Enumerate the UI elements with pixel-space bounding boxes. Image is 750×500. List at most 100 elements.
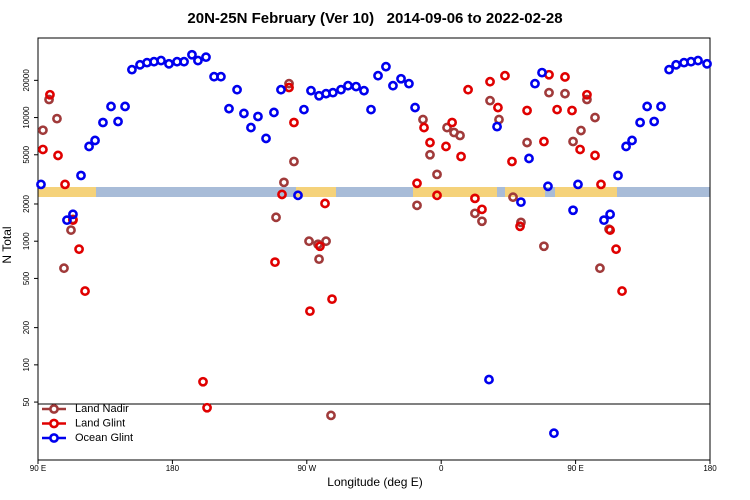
point bbox=[485, 95, 495, 106]
point bbox=[530, 78, 540, 89]
point bbox=[271, 212, 281, 223]
point bbox=[366, 104, 376, 115]
point bbox=[279, 177, 289, 188]
point bbox=[543, 181, 553, 192]
point bbox=[98, 117, 108, 128]
legend-entry: Land Nadir bbox=[42, 403, 129, 415]
point bbox=[582, 89, 592, 100]
point bbox=[515, 221, 525, 232]
y-tick-label: 50 bbox=[22, 397, 31, 406]
point bbox=[253, 111, 263, 122]
point bbox=[590, 150, 600, 161]
point bbox=[539, 241, 549, 252]
point bbox=[485, 76, 495, 87]
point bbox=[463, 84, 473, 95]
point bbox=[306, 85, 316, 96]
point bbox=[113, 116, 123, 127]
point bbox=[544, 87, 554, 98]
point bbox=[179, 56, 189, 67]
point bbox=[432, 190, 442, 201]
x-tick-label: 90 W bbox=[297, 464, 316, 473]
point bbox=[522, 105, 532, 116]
point bbox=[507, 156, 517, 167]
point bbox=[582, 94, 592, 105]
point bbox=[328, 87, 338, 98]
y-tick-label: 20000 bbox=[22, 69, 31, 92]
point bbox=[656, 101, 666, 112]
point bbox=[500, 70, 510, 81]
point bbox=[359, 85, 369, 96]
point bbox=[106, 101, 116, 112]
x-tick-label: 90 E bbox=[30, 464, 46, 473]
point bbox=[224, 103, 234, 114]
point bbox=[66, 225, 76, 235]
legend-label: Land Nadir bbox=[75, 403, 129, 415]
point bbox=[289, 156, 299, 167]
point bbox=[642, 101, 653, 112]
point bbox=[539, 136, 549, 147]
point bbox=[456, 151, 466, 162]
point bbox=[664, 64, 674, 75]
chart-title: 20N-25N February (Ver 10) 2014-09-06 to … bbox=[187, 10, 562, 27]
point bbox=[80, 286, 90, 296]
legend-marker bbox=[49, 418, 59, 429]
point bbox=[396, 73, 406, 84]
point bbox=[470, 193, 480, 204]
point bbox=[537, 67, 547, 78]
point bbox=[425, 149, 435, 160]
y-tick-label: 100 bbox=[22, 358, 31, 372]
point bbox=[455, 130, 465, 141]
point bbox=[52, 113, 62, 124]
point bbox=[388, 80, 398, 91]
point bbox=[84, 141, 94, 152]
point bbox=[635, 117, 646, 128]
point bbox=[560, 88, 570, 99]
y-tick-label: 5000 bbox=[22, 145, 31, 163]
point bbox=[343, 80, 353, 91]
point bbox=[336, 84, 346, 95]
point bbox=[599, 215, 609, 226]
point bbox=[305, 306, 315, 317]
point bbox=[74, 244, 84, 255]
point bbox=[44, 94, 54, 105]
point bbox=[418, 114, 428, 125]
point bbox=[38, 125, 48, 136]
point bbox=[315, 241, 325, 252]
plot-frame bbox=[37, 37, 711, 461]
point bbox=[60, 179, 70, 190]
point bbox=[568, 136, 578, 147]
point bbox=[351, 81, 361, 92]
y-tick-label: 200 bbox=[22, 320, 31, 334]
point bbox=[702, 58, 712, 69]
point bbox=[419, 122, 429, 133]
point bbox=[447, 117, 458, 128]
point bbox=[508, 192, 518, 203]
point bbox=[261, 133, 271, 144]
point bbox=[441, 141, 451, 152]
point bbox=[605, 225, 615, 235]
point bbox=[373, 70, 383, 81]
point bbox=[270, 257, 280, 268]
point bbox=[202, 402, 212, 413]
legend-entry: Ocean Glint bbox=[42, 432, 133, 444]
point bbox=[613, 170, 623, 181]
point bbox=[590, 112, 600, 123]
point bbox=[412, 178, 422, 189]
point bbox=[649, 116, 660, 127]
point bbox=[568, 205, 578, 216]
point bbox=[45, 89, 55, 100]
point bbox=[68, 209, 78, 220]
point bbox=[299, 104, 309, 115]
point bbox=[198, 376, 208, 387]
point bbox=[120, 101, 130, 112]
y-tick-label: 2000 bbox=[22, 195, 31, 213]
point bbox=[412, 200, 422, 211]
x-tick-label: 180 bbox=[703, 464, 717, 473]
point bbox=[326, 410, 336, 421]
point bbox=[596, 179, 606, 190]
x-tick-label: 180 bbox=[166, 464, 180, 473]
legend-marker bbox=[49, 433, 59, 443]
point bbox=[425, 137, 435, 148]
point bbox=[239, 108, 249, 119]
point bbox=[671, 59, 682, 70]
